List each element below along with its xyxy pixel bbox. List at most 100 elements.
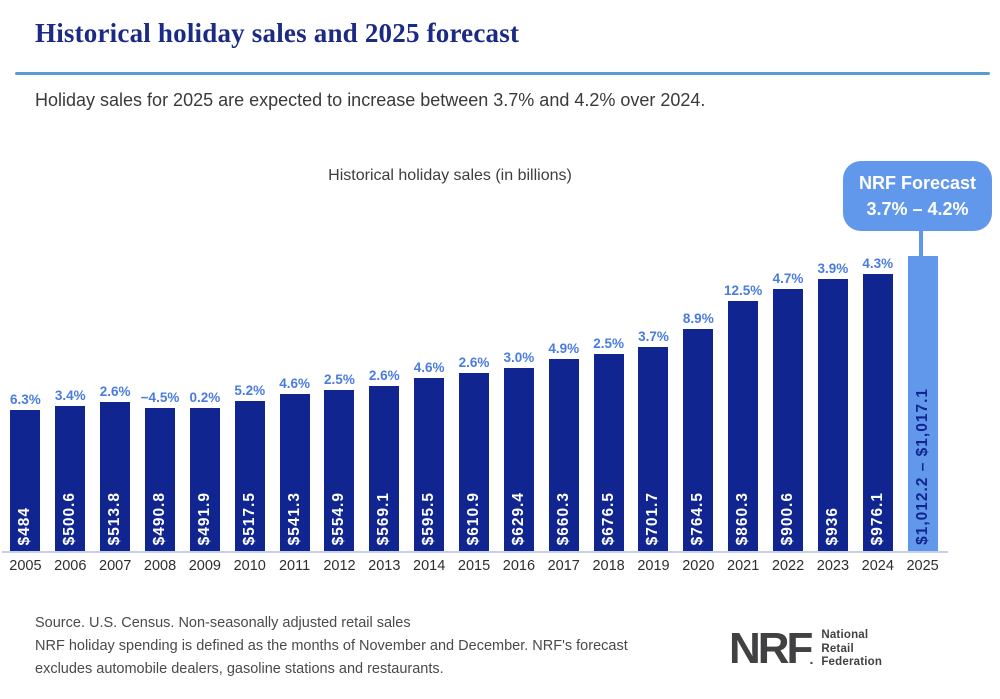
- bar-2018: $676.5: [593, 354, 624, 551]
- pct-change-label-2018: 2.5%: [593, 336, 624, 351]
- x-axis-label-2008: 2008: [143, 558, 177, 574]
- nrf-logo-mark: .: [809, 650, 814, 667]
- bar-2014: $595.5: [414, 378, 445, 551]
- source-line-1: Source. U.S. Census. Non-seasonally adju…: [35, 615, 411, 631]
- bar-value-label-2012: $554.9: [330, 491, 348, 545]
- bar-value-label-2010: $517.5: [240, 491, 258, 545]
- bar-2008: $490.8: [145, 408, 175, 551]
- page-subtitle: Holiday sales for 2025 are expected to i…: [35, 90, 706, 110]
- x-axis-label-2024: 2024: [861, 558, 894, 574]
- bar-value-label-2025: $1,012.2 – $1,017.1: [913, 388, 931, 545]
- forecast-bar-2025: $1,012.2 – $1,017.1: [907, 256, 938, 551]
- bar-2011: $541.3: [279, 394, 310, 551]
- bar-group-2020: 8.9% $764.5: [676, 256, 721, 551]
- pct-change-label-2005: 6.3%: [10, 392, 41, 407]
- pct-change-label-2017: 4.9%: [548, 341, 580, 356]
- bar-group-2009: 0.2% $491.9: [182, 256, 227, 551]
- pct-change-label-2022: 4.7%: [772, 271, 804, 286]
- bar-group-2023: 3.9% $936: [810, 256, 855, 551]
- bar-value-label-2018: $676.5: [599, 491, 617, 545]
- bar-group-2021: 12.5% $860.3: [721, 256, 766, 551]
- bar-value-label-2007: $513.8: [106, 491, 124, 545]
- bar-group-2008: −4.5% $490.8: [138, 256, 183, 551]
- bar-2022: $900.6: [773, 289, 804, 551]
- pct-change-label-2024: 4.3%: [862, 256, 894, 271]
- x-axis-label-2009: 2009: [188, 558, 221, 574]
- bar-2020: $764.5: [683, 329, 714, 551]
- bar-group-2005: 6.3% $484: [3, 256, 48, 551]
- page-title: Historical holiday sales and 2025 foreca…: [35, 18, 520, 48]
- x-axis-label-2019: 2019: [637, 558, 670, 574]
- x-axis-label-2010: 2010: [233, 558, 266, 574]
- x-axis-label-2014: 2014: [413, 558, 446, 574]
- pct-change-label-2016: 3.0%: [503, 350, 535, 365]
- bar-2009: $491.9: [189, 408, 220, 551]
- pct-change-label-2008: −4.5%: [140, 390, 180, 405]
- chart-title: Historical holiday sales (in billions): [328, 167, 572, 184]
- bar-value-label-2016: $629.4: [509, 491, 527, 545]
- bar-group-2017: 4.9% $660.3: [541, 256, 586, 551]
- pct-change-label-2012: 2.5%: [324, 372, 355, 387]
- source-note: Source. U.S. Census. Non-seasonally adju…: [35, 612, 628, 681]
- bar-group-2014: 4.6% $595.5: [407, 256, 452, 551]
- pct-change-label-2020: 8.9%: [682, 311, 714, 326]
- bar-group-2006: 3.4% $500.6: [48, 256, 93, 551]
- bar-2016: $629.4: [503, 368, 534, 551]
- callout-line2: 3.7% – 4.2%: [866, 199, 969, 219]
- x-axis-label-2006: 2006: [54, 558, 87, 574]
- x-axis-label-2007: 2007: [99, 558, 132, 574]
- logo-org-line-1: National: [821, 629, 869, 641]
- bar-2019: $701.7: [638, 347, 669, 551]
- bar-value-label-2022: $900.6: [779, 491, 797, 545]
- bar-value-label-2006: $500.6: [61, 491, 79, 545]
- bar-group-2015: 2.6% $610.9: [452, 256, 497, 551]
- bar-group-2024: 4.3% $976.1: [855, 256, 900, 551]
- x-axis-label-2015: 2015: [457, 558, 491, 574]
- pct-change-label-2010: 5.2%: [234, 383, 266, 398]
- bar-2006: $500.6: [55, 406, 86, 551]
- bar-value-label-2023: $936: [823, 506, 841, 545]
- bar-2015: $610.9: [459, 373, 490, 551]
- bar-2010: $517.5: [234, 401, 265, 551]
- x-axis-label-2020: 2020: [682, 558, 715, 574]
- x-axis-label-2018: 2018: [592, 558, 625, 574]
- bar-group-2010: 5.2% $517.5: [227, 256, 272, 551]
- bar-group-2022: 4.7% $900.6: [766, 256, 811, 551]
- bar-2024: $976.1: [862, 274, 893, 551]
- nrf-logo-text: NRF: [729, 624, 813, 674]
- bar-value-label-2011: $541.3: [285, 491, 303, 545]
- bar-group-2013: 2.6% $569.1: [362, 256, 407, 551]
- bar-value-label-2020: $764.5: [689, 491, 707, 545]
- logo-org-line-3: Federation: [821, 656, 883, 668]
- bar-2007: $513.8: [100, 402, 131, 551]
- pct-change-label-2006: 3.4%: [54, 388, 86, 403]
- bar-value-label-2024: $976.1: [868, 491, 886, 545]
- source-line-2: NRF holiday spending is defined as the m…: [35, 638, 628, 654]
- x-axis-label-2023: 2023: [816, 558, 850, 574]
- pct-change-label-2015: 2.6%: [458, 355, 490, 370]
- pct-change-label-2021: 12.5%: [724, 283, 763, 298]
- x-axis-label-2005: 2005: [9, 558, 42, 574]
- x-axis-label-2016: 2016: [502, 558, 536, 574]
- bar-group-2011: 4.6% $541.3: [272, 256, 317, 551]
- bar-value-label-2014: $595.5: [420, 491, 438, 545]
- bar-group-2012: 2.5% $554.9: [317, 256, 362, 551]
- callout-connector-line: [919, 230, 923, 257]
- nrf-logo: NRF . National Retail Federation: [729, 624, 882, 674]
- pct-change-label-2019: 3.7%: [638, 329, 669, 344]
- nrf-logo-org-name: National Retail Federation: [821, 629, 882, 670]
- x-axis-label-2021: 2021: [727, 558, 760, 574]
- bar-2013: $569.1: [369, 386, 400, 551]
- bar-value-label-2021: $860.3: [734, 491, 752, 545]
- nrf-forecast-callout: NRF Forecast 3.7% – 4.2%: [843, 161, 992, 231]
- bar-2012: $554.9: [324, 390, 355, 551]
- bar-group-2016: 3.0% $629.4: [496, 256, 541, 551]
- bar-2021: $860.3: [728, 301, 759, 551]
- bar-value-label-2017: $660.3: [554, 491, 572, 545]
- bars: 6.3% $484 3.4% $500.6 2.6% $513.8 −4.5% $490.8 0…: [3, 256, 945, 551]
- bar-group-2007: 2.6% $513.8: [93, 256, 138, 551]
- x-axis-label-2013: 2013: [368, 558, 401, 574]
- pct-change-label-2009: 0.2%: [189, 390, 221, 405]
- source-line-3: excludes automobile dealers, gasoline st…: [35, 661, 444, 677]
